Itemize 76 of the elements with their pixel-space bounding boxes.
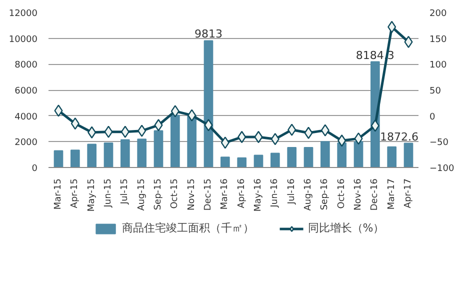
x-tick-label: Jun-15 xyxy=(104,178,114,208)
bar xyxy=(170,114,180,168)
bar xyxy=(54,150,64,168)
point xyxy=(188,109,196,122)
x-tick-label: Jun-16 xyxy=(270,178,280,208)
legend-label: 商品住宅竣工面积（千㎡） xyxy=(122,220,254,236)
y2-tick-label: −50 xyxy=(430,138,449,148)
x-tick-label: Jul-16 xyxy=(286,178,297,206)
x-tick-label: Apr-16 xyxy=(236,178,247,208)
bar xyxy=(187,114,196,168)
point xyxy=(220,136,230,149)
x-tick-label: Mar-17 xyxy=(386,178,397,210)
point xyxy=(288,124,296,136)
x-tick-label: Aug-16 xyxy=(304,178,314,211)
point xyxy=(320,124,330,136)
y-tick-label: 2000 xyxy=(14,138,38,148)
x-tick-label: Mar-16 xyxy=(220,178,230,210)
y2-tick-label: 50 xyxy=(430,86,442,96)
point xyxy=(104,126,113,138)
bar xyxy=(120,139,130,168)
bar xyxy=(287,146,296,168)
point xyxy=(54,104,63,117)
point xyxy=(154,119,163,132)
y2-tick-label: 200 xyxy=(430,9,447,19)
bar xyxy=(87,144,96,168)
bar xyxy=(204,40,214,168)
x-tick-label: Oct-15 xyxy=(170,178,180,209)
point xyxy=(304,126,313,139)
x-tick-label: Jul-15 xyxy=(120,178,130,206)
x-tick-label: Oct-16 xyxy=(336,178,347,209)
bar xyxy=(254,154,264,168)
legend-label: 同比增长（%） xyxy=(308,220,384,236)
bar xyxy=(337,142,346,168)
bar xyxy=(320,141,330,168)
y-tick-label: 12000 xyxy=(8,9,38,19)
point xyxy=(204,119,213,132)
point xyxy=(170,105,180,118)
x-tick-label: Dec-16 xyxy=(370,178,380,211)
point xyxy=(138,124,146,137)
bar xyxy=(154,130,164,168)
x-tick-label: May-15 xyxy=(86,178,97,212)
point xyxy=(88,126,96,138)
x-tick-label: Mar-15 xyxy=(54,178,64,210)
y-tick-label: 6000 xyxy=(14,86,38,96)
x-tick-label: Nov-15 xyxy=(186,178,197,211)
bar xyxy=(404,142,414,168)
y-tick-label: 4000 xyxy=(14,112,38,122)
x-tick-label: Aug-15 xyxy=(136,178,147,211)
data-label: 1872.6 xyxy=(380,130,419,144)
y2-tick-label: 150 xyxy=(430,34,447,45)
x-tick-label: Sep-16 xyxy=(320,178,330,210)
bar xyxy=(220,156,230,168)
x-tick-label: May-16 xyxy=(254,178,264,212)
y-tick-label: 8000 xyxy=(14,60,38,71)
y-tick-label: 0 xyxy=(32,164,38,174)
y2-tick-label: −100 xyxy=(430,164,454,174)
y-tick-label: 10000 xyxy=(8,34,38,45)
bar xyxy=(70,150,80,168)
bar xyxy=(104,142,114,168)
point xyxy=(338,134,346,147)
x-tick-label: Sep-15 xyxy=(154,178,164,210)
x-tick-label: Nov-16 xyxy=(354,178,364,211)
data-label: 9813 xyxy=(194,28,223,41)
bar xyxy=(354,141,364,168)
y2-tick-label: 0 xyxy=(430,112,436,122)
x-tick-label: Dec-15 xyxy=(204,178,214,211)
x-tick-label: Apr-17 xyxy=(404,178,414,208)
point xyxy=(370,120,380,132)
bar xyxy=(387,146,396,168)
y2-tick-label: 100 xyxy=(430,60,447,71)
point xyxy=(120,126,130,138)
bar xyxy=(270,152,280,168)
x-tick-label: Apr-15 xyxy=(70,178,80,208)
bar xyxy=(237,157,246,168)
bar xyxy=(137,138,146,168)
bar xyxy=(304,146,314,168)
